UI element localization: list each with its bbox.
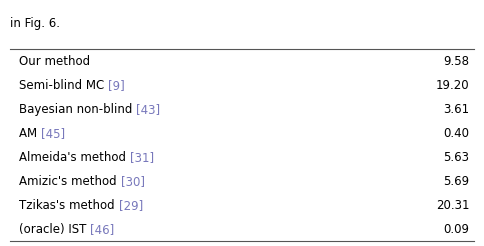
Text: AM: AM [19, 127, 41, 140]
Text: Almeida's method: Almeida's method [19, 151, 130, 164]
Text: Our method: Our method [19, 55, 91, 68]
Text: Semi-blind MC: Semi-blind MC [19, 79, 108, 92]
Text: Amizic's method: Amizic's method [19, 175, 121, 188]
Text: 5.63: 5.63 [443, 151, 469, 164]
Text: 3.61: 3.61 [443, 103, 469, 116]
Text: Bayesian non-blind: Bayesian non-blind [19, 103, 136, 116]
Text: [29]: [29] [119, 199, 143, 212]
Text: 9.58: 9.58 [443, 55, 469, 68]
Text: (oracle) IST: (oracle) IST [19, 223, 91, 236]
Text: [43]: [43] [136, 103, 161, 116]
Text: 0.09: 0.09 [443, 223, 469, 236]
Text: [31]: [31] [130, 151, 154, 164]
Text: Tzikas's method: Tzikas's method [19, 199, 119, 212]
Text: 19.20: 19.20 [436, 79, 469, 92]
Text: 0.40: 0.40 [443, 127, 469, 140]
Text: in Fig. 6.: in Fig. 6. [10, 17, 60, 30]
Text: [30]: [30] [121, 175, 145, 188]
Text: 5.69: 5.69 [443, 175, 469, 188]
Text: [9]: [9] [108, 79, 125, 92]
Text: 20.31: 20.31 [436, 199, 469, 212]
Text: [46]: [46] [91, 223, 115, 236]
Text: [45]: [45] [41, 127, 65, 140]
